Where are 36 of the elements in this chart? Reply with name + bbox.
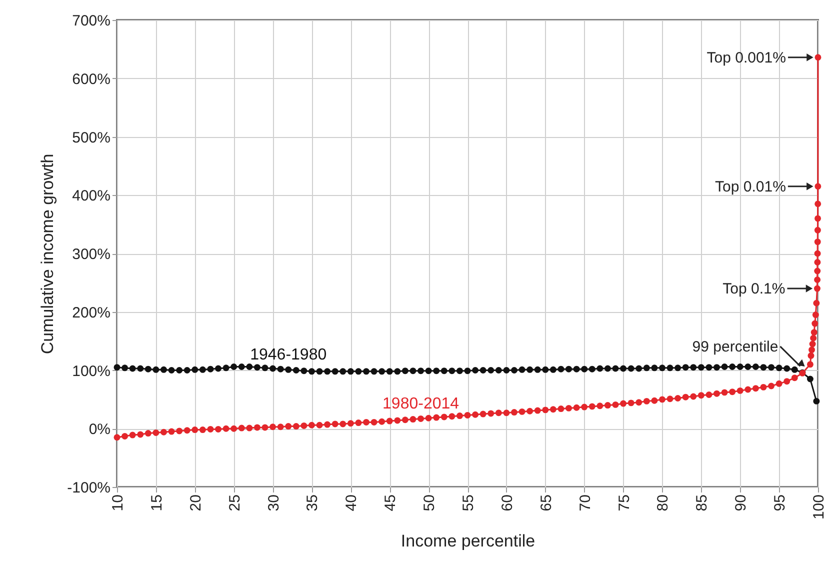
annotation: Top 0.01%	[715, 178, 786, 196]
series-label: 1980-2014	[382, 396, 460, 413]
y-axis-title: Cumulative income growth	[38, 154, 58, 354]
x-tick-label: 90	[732, 494, 750, 512]
x-tick-label: 20	[187, 494, 204, 512]
x-tick-label: 30	[265, 494, 282, 512]
x-tick-label: 70	[576, 494, 594, 512]
y-tick-label: 600%	[72, 70, 110, 88]
y-tick-label: 0%	[88, 421, 110, 438]
series-label: 1946-1980	[250, 346, 327, 364]
x-tick-label: 50	[421, 494, 438, 512]
annotation: 99 percentile	[692, 338, 778, 356]
y-tick-label: 200%	[72, 304, 110, 322]
x-tick-label: 100	[810, 494, 824, 520]
x-tick-label: 85	[694, 494, 711, 512]
y-tick-label: 700%	[72, 12, 110, 30]
x-tick-label: 55	[460, 494, 477, 512]
y-tick-label: 300%	[72, 246, 110, 263]
x-tick-label: 95	[772, 494, 789, 512]
x-tick-label: 25	[226, 494, 244, 512]
x-tick-label: 75	[616, 494, 633, 512]
x-tick-label: 80	[654, 494, 672, 512]
y-tick-label: 100%	[72, 362, 110, 380]
y-tick-label: 400%	[72, 188, 110, 205]
x-tick-label: 15	[148, 494, 166, 512]
x-tick-label: 60	[498, 494, 516, 512]
x-tick-label: 35	[304, 494, 322, 512]
x-tick-label: 10	[110, 494, 126, 512]
annotation: Top 0.001%	[706, 49, 786, 66]
x-tick-label: 65	[538, 494, 555, 512]
y-tick-label: 500%	[72, 129, 110, 146]
x-tick-label: 40	[343, 494, 360, 512]
annotation: Top 0.1%	[722, 280, 786, 298]
x-axis-title: Income percentile	[400, 532, 536, 551]
x-tick-label: 45	[382, 494, 400, 512]
y-tick-label: -100%	[67, 480, 110, 496]
